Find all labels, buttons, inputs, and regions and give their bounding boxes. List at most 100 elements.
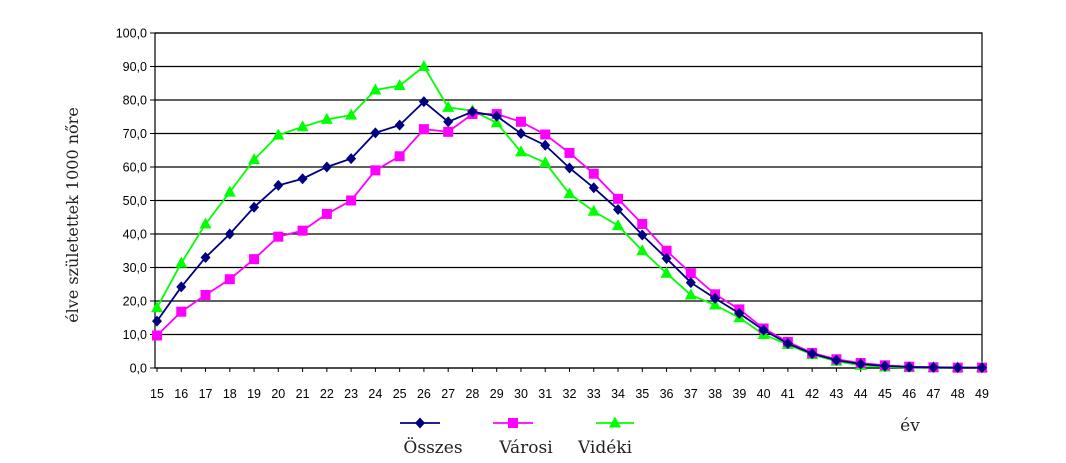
- data-point: [272, 128, 285, 140]
- data-point: [660, 266, 673, 278]
- x-tick-label: 17: [199, 387, 213, 401]
- y-tick-label: 50,0: [123, 194, 147, 208]
- legend: Összes Városi Vidéki: [400, 416, 634, 458]
- y-tick-label: 90,0: [123, 60, 147, 74]
- x-tick-label: 42: [805, 387, 819, 401]
- x-tick-label: 22: [320, 387, 334, 401]
- data-point: [613, 204, 624, 216]
- data-point: [346, 153, 357, 165]
- data-point: [855, 358, 866, 370]
- x-tick-label: 47: [927, 387, 941, 401]
- data-point: [369, 83, 382, 95]
- data-point: [588, 168, 599, 179]
- x-tick-label: 29: [490, 387, 504, 401]
- data-point: [467, 106, 478, 118]
- x-axis-ticks: 15 16 17 18 19 20 21 22 23 24 25 26 27 28 29 30 31 32 33 34…: [150, 368, 989, 401]
- x-tick-label: 23: [344, 387, 358, 401]
- y-tick-label: 60,0: [123, 161, 147, 175]
- data-point: [636, 244, 649, 256]
- data-point: [928, 361, 939, 373]
- data-point: [199, 217, 212, 229]
- data-point: [443, 116, 454, 128]
- legend-label: Vidéki: [577, 438, 633, 458]
- data-point: [320, 112, 333, 124]
- data-point: [370, 127, 381, 139]
- y-axis-ticks: 0,0 10,0 20,0 30,0 40,0 50,0 60,0 70,0 80,0 90,0 1…: [116, 27, 155, 376]
- data-point: [443, 126, 454, 137]
- data-point: [321, 208, 332, 219]
- x-tick-label: 20: [271, 387, 285, 401]
- x-tick-label: 44: [854, 387, 868, 401]
- y-tick-label: 20,0: [123, 295, 147, 309]
- data-point: [346, 195, 357, 206]
- data-point: [661, 245, 672, 256]
- data-point: [952, 362, 963, 374]
- data-point: [563, 187, 576, 199]
- y-axis-label: élve születettek 1000 nőre: [63, 107, 82, 323]
- x-tick-label: 15: [150, 387, 164, 401]
- x-tick-label: 25: [393, 387, 407, 401]
- data-point: [297, 225, 308, 236]
- data-point: [539, 156, 552, 168]
- x-tick-label: 39: [732, 387, 746, 401]
- data-point: [176, 281, 187, 293]
- series-osszes: [152, 96, 987, 374]
- x-tick-label: 45: [878, 387, 892, 401]
- data-point: [491, 110, 502, 122]
- data-point: [807, 348, 818, 360]
- x-tick-label: 21: [296, 387, 310, 401]
- data-point: [249, 254, 260, 265]
- x-tick-label: 26: [417, 387, 431, 401]
- legend-marker: [609, 416, 621, 428]
- data-point: [540, 139, 551, 151]
- data-point: [321, 161, 332, 173]
- x-tick-label: 32: [563, 387, 577, 401]
- data-point: [587, 204, 600, 216]
- data-point: [345, 108, 358, 120]
- data-point: [977, 362, 987, 374]
- x-tick-label: 28: [465, 387, 479, 401]
- data-point: [612, 219, 625, 231]
- x-tick-label: 27: [441, 387, 455, 401]
- data-point: [151, 301, 163, 313]
- x-axis-label: év: [900, 416, 920, 436]
- legend-entry: Városi: [493, 418, 553, 458]
- x-tick-label: 34: [611, 387, 625, 401]
- data-point: [176, 306, 187, 317]
- data-point: [297, 173, 308, 185]
- x-tick-label: 35: [635, 387, 649, 401]
- legend-marker: [415, 417, 425, 429]
- y-tick-label: 70,0: [123, 127, 147, 141]
- x-tick-label: 46: [902, 387, 916, 401]
- data-point: [418, 124, 429, 135]
- data-point: [393, 79, 406, 91]
- data-point: [637, 218, 648, 229]
- data-point: [490, 116, 503, 128]
- x-tick-label: 41: [781, 387, 795, 401]
- x-tick-label: 40: [757, 387, 771, 401]
- data-point: [152, 315, 162, 327]
- x-tick-label: 48: [951, 387, 965, 401]
- data-point: [734, 307, 745, 319]
- legend-entry: Összes: [400, 417, 463, 458]
- data-point: [709, 298, 722, 310]
- data-point: [249, 201, 260, 213]
- data-point: [394, 119, 405, 131]
- x-tick-label: 31: [538, 387, 552, 401]
- data-point: [588, 182, 599, 194]
- data-point: [200, 289, 211, 300]
- x-tick-label: 49: [975, 387, 989, 401]
- data-point: [224, 228, 235, 240]
- y-tick-label: 10,0: [123, 328, 147, 342]
- data-point: [710, 292, 721, 304]
- y-tick-label: 40,0: [123, 228, 147, 242]
- legend-marker: [508, 418, 518, 428]
- x-tick-label: 36: [660, 387, 674, 401]
- data-point: [564, 162, 575, 174]
- x-tick-label: 33: [587, 387, 601, 401]
- data-point: [442, 100, 455, 112]
- data-point: [613, 193, 624, 204]
- x-tick-label: 38: [708, 387, 722, 401]
- legend-label: Összes: [403, 437, 462, 458]
